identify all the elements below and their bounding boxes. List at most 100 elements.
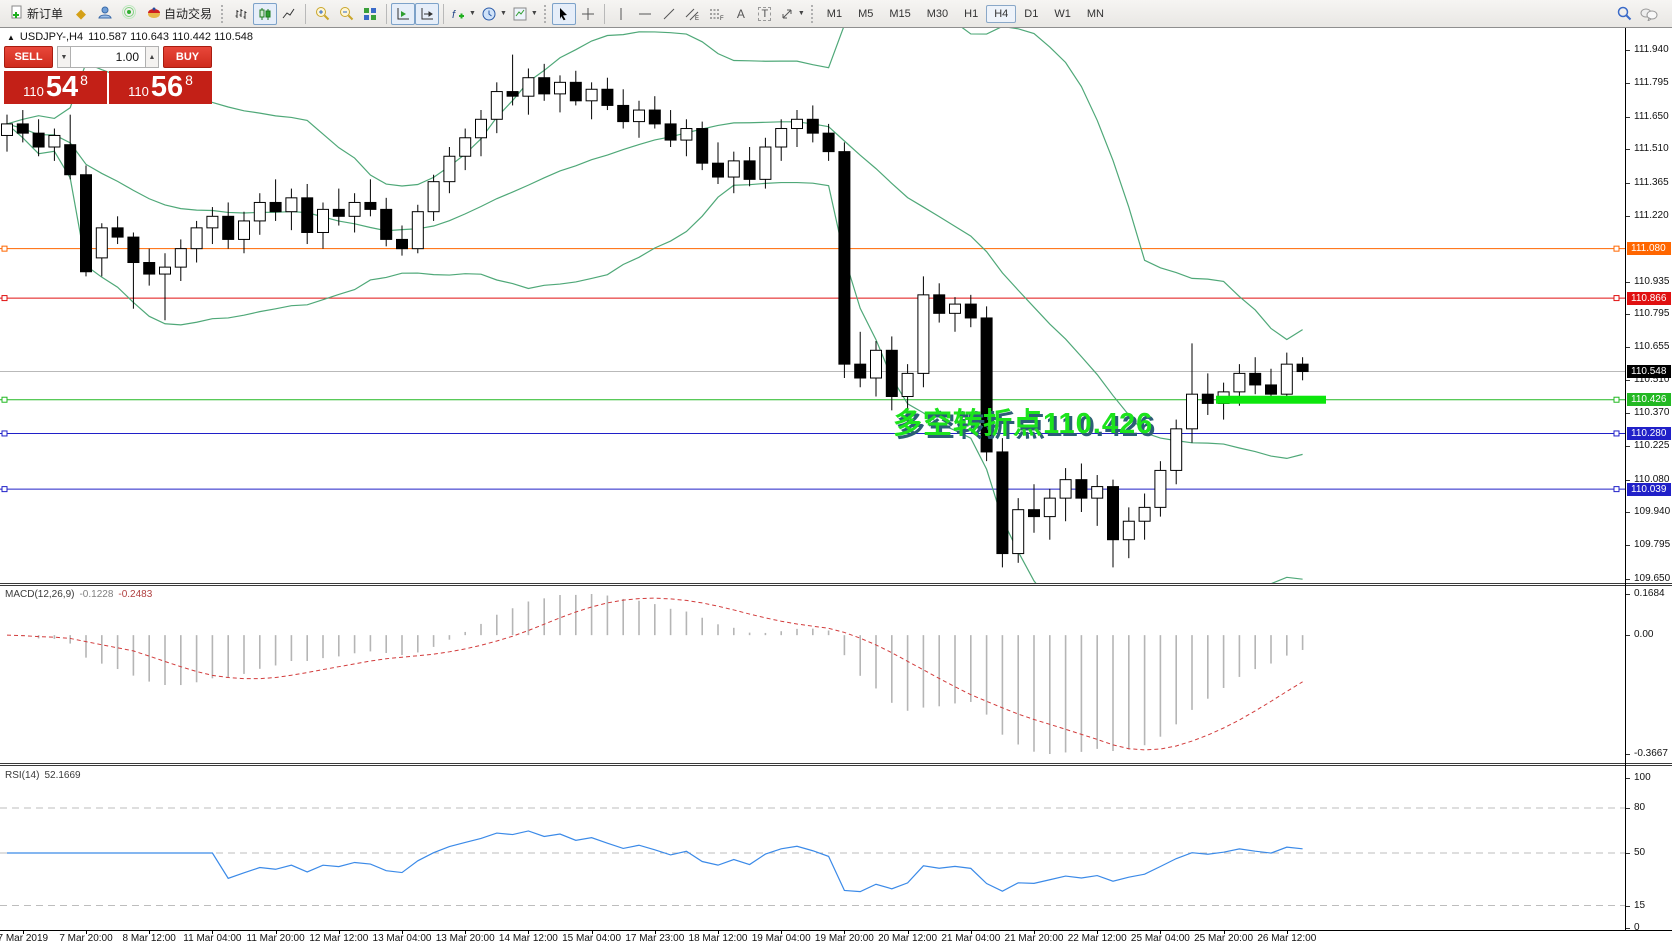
time-axis-label: 11 Mar 04:00 xyxy=(183,933,242,944)
equidistant-channel-tool[interactable]: E xyxy=(681,3,705,25)
auto-scroll-button[interactable] xyxy=(415,2,440,25)
auto-trading-button[interactable]: 自动交易 xyxy=(141,3,218,25)
symbol-name: USDJPY-,H4 xyxy=(19,31,84,43)
arrows-tool[interactable]: ▼ xyxy=(777,3,808,25)
volume-increase-button[interactable]: ▲ xyxy=(145,46,159,68)
volume-input[interactable]: 1.00 xyxy=(71,46,145,68)
price-line-badge: 110.039 xyxy=(1627,482,1671,496)
dropdown-arrow-icon: ▼ xyxy=(530,10,538,17)
line-chart-button[interactable] xyxy=(277,3,301,25)
price-chart-panel[interactable] xyxy=(0,28,1625,583)
svg-text:F: F xyxy=(720,16,724,21)
price-line-badge: 110.280 xyxy=(1627,426,1671,440)
tf-m15[interactable]: M15 xyxy=(889,7,911,20)
toolbar-separator xyxy=(443,3,445,24)
indicators-button[interactable]: f ▼ xyxy=(448,3,479,25)
time-axis-label: 20 Mar 12:00 xyxy=(878,933,938,944)
cursor-button[interactable] xyxy=(551,2,576,25)
macd-canvas xyxy=(6,594,1304,754)
sell-quote-big: 110 xyxy=(23,84,44,99)
trendline-icon xyxy=(663,8,675,19)
styler-button[interactable]: ◆ xyxy=(69,3,93,25)
time-axis-label: 19 Mar 20:00 xyxy=(814,933,874,944)
tile-windows-button[interactable] xyxy=(358,3,382,25)
tf-d1[interactable]: D1 xyxy=(1024,7,1039,20)
chart-annotation-text: 多空转折点110.426 xyxy=(893,408,1154,440)
text-tool-icon: A xyxy=(736,6,745,21)
bar-chart-button[interactable] xyxy=(229,3,253,25)
tf-m1[interactable]: M1 xyxy=(826,7,843,20)
panel-separator[interactable] xyxy=(0,763,1672,766)
new-order-icon xyxy=(10,5,24,22)
buy-quote[interactable]: 110 56 8 xyxy=(109,71,212,104)
candlestick-chart-button[interactable] xyxy=(253,2,278,25)
tf-w1[interactable]: W1 xyxy=(1054,7,1071,20)
search-icon[interactable] xyxy=(1617,6,1632,21)
tile-windows-icon xyxy=(364,7,377,20)
vertical-line-tool[interactable] xyxy=(609,3,633,25)
horizontal-line-tool[interactable] xyxy=(633,3,657,25)
toolbar-separator xyxy=(386,3,388,24)
rsi-name: RSI(14) xyxy=(5,770,40,781)
text-tool[interactable]: A xyxy=(729,3,753,25)
time-axis-label: 14 Mar 12:00 xyxy=(498,933,558,944)
crosshair-button[interactable] xyxy=(576,3,600,25)
time-axis-label: 21 Mar 20:00 xyxy=(1004,933,1064,944)
price-line-badge: 111.080 xyxy=(1627,242,1671,256)
time-axis-label: 17 Mar 23:00 xyxy=(625,933,685,944)
price-chart-canvas xyxy=(0,28,1625,583)
crosshair-icon xyxy=(581,7,594,20)
time-axis-label: 11 Mar 20:00 xyxy=(246,933,305,944)
svg-text:f: f xyxy=(452,9,456,21)
rsi-axis[interactable]: 100 80 50 15 0 xyxy=(1626,766,1672,933)
time-axis-label: 12 Mar 12:00 xyxy=(309,933,369,944)
buy-quote-main: 56 xyxy=(150,71,184,103)
symbol-ohlc: 110.587 110.643 110.442 110.548 xyxy=(88,31,254,43)
tf-mn[interactable]: MN xyxy=(1086,7,1104,20)
volume-decrease-button[interactable]: ▼ xyxy=(57,46,71,68)
tf-m30[interactable]: M30 xyxy=(926,7,949,20)
arrows-icon xyxy=(782,9,792,18)
chat-icon[interactable] xyxy=(1640,7,1658,21)
symbol-collapse-arrow[interactable]: ▲ xyxy=(7,32,15,42)
chart-shift-icon xyxy=(397,7,410,19)
tf-h4[interactable]: H4 xyxy=(986,4,1017,23)
time-axis-label: 22 Mar 12:00 xyxy=(1067,933,1127,944)
new-order-button[interactable]: 新订单 xyxy=(4,3,69,25)
time-axis[interactable]: 7 Mar 2019 7 Mar 20:00 8 Mar 12:00 11 Mar 0… xyxy=(0,930,1672,945)
rsi-panel[interactable] xyxy=(0,766,1625,930)
profile-button[interactable] xyxy=(93,3,117,25)
sell-button[interactable]: SELL xyxy=(4,46,53,68)
auto-trading-label: 自动交易 xyxy=(164,7,213,21)
time-axis-label: 25 Mar 20:00 xyxy=(1194,933,1254,944)
styler-icon: ◆ xyxy=(76,5,87,21)
templates-button[interactable]: ▼ xyxy=(510,3,541,25)
bar-chart-icon xyxy=(235,8,247,19)
zoom-in-button[interactable] xyxy=(310,3,334,25)
time-axis-label: 7 Mar 2019 xyxy=(0,933,49,944)
indicators-icon: f xyxy=(452,9,465,21)
periods-button[interactable]: ▼ xyxy=(479,3,510,25)
macd-axis[interactable]: 0.1684 0.00 -0.3667 xyxy=(1626,586,1672,763)
panel-separator[interactable] xyxy=(0,583,1672,586)
text-label-tool[interactable]: T xyxy=(753,3,777,25)
signal-button[interactable] xyxy=(117,3,141,25)
tf-m5[interactable]: M5 xyxy=(858,7,874,20)
trendline-tool[interactable] xyxy=(657,3,681,25)
zoom-out-button[interactable] xyxy=(334,3,358,25)
fibonacci-tool[interactable]: F xyxy=(705,3,729,25)
chart-shift-button[interactable] xyxy=(391,2,416,25)
macd-panel[interactable] xyxy=(0,586,1625,763)
one-click-trade-panel: SELL ▼ 1.00 ▲ BUY 110 54 8 110 56 8 xyxy=(4,46,212,104)
sell-quote-sup: 8 xyxy=(80,71,88,88)
buy-button[interactable]: BUY xyxy=(163,46,212,68)
rsi-canvas xyxy=(0,807,1625,906)
sell-quote[interactable]: 110 54 8 xyxy=(4,71,107,104)
toolbar-separator xyxy=(603,3,605,24)
tf-h1[interactable]: H1 xyxy=(964,7,979,20)
time-axis-label: 21 Mar 04:00 xyxy=(941,933,1001,944)
price-axis[interactable]: 111.940 111.795 111.650 111.510 111.365 111.2… xyxy=(1626,28,1672,584)
time-axis-label: 13 Mar 04:00 xyxy=(372,933,432,944)
time-axis-label: 8 Mar 12:00 xyxy=(122,933,176,944)
clock-icon xyxy=(482,7,496,20)
